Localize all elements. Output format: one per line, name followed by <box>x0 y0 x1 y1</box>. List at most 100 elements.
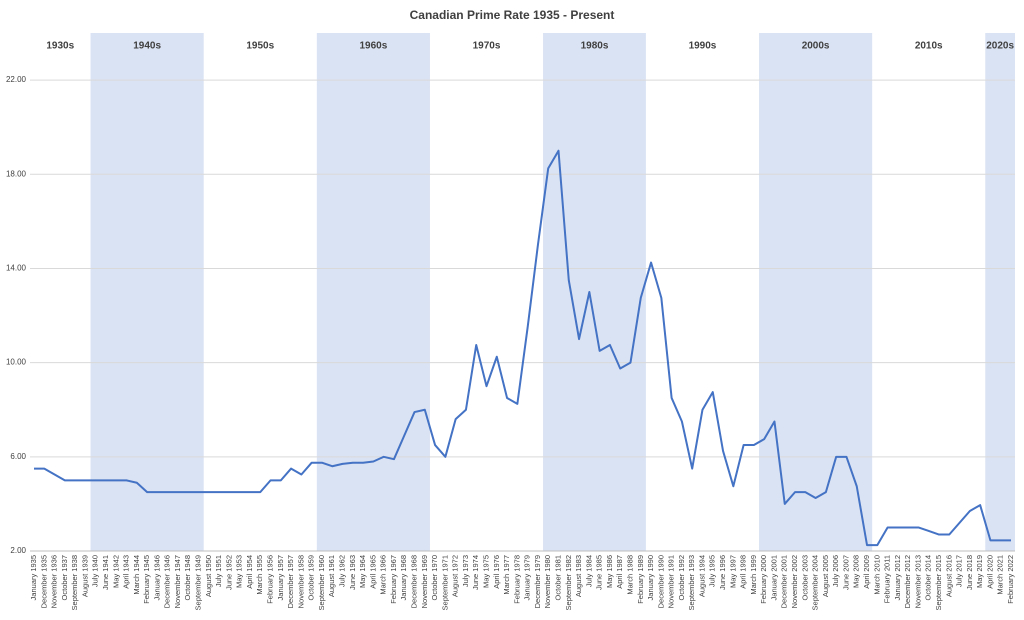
x-tick-label: September 1993 <box>687 555 696 610</box>
x-tick-label: March 2021 <box>996 555 1005 595</box>
x-tick-label: November 2002 <box>790 555 799 608</box>
x-tick-label: May 2008 <box>852 555 861 588</box>
x-tick-label: June 1974 <box>471 555 480 590</box>
x-tick-label: July 1940 <box>91 555 100 587</box>
x-tick-label: April 1987 <box>615 555 624 589</box>
x-tick-label: January 1990 <box>646 555 655 600</box>
decade-band <box>90 33 204 551</box>
x-tick-label: April 2009 <box>862 555 871 589</box>
x-tick-label: May 1942 <box>111 555 120 588</box>
y-tick-label: 10.00 <box>6 358 27 367</box>
x-tick-label: December 1979 <box>533 555 542 608</box>
x-tick-label: June 1952 <box>224 555 233 590</box>
x-tick-label: June 1941 <box>101 555 110 590</box>
x-tick-label: December 1946 <box>163 555 172 608</box>
x-tick-label: August 1994 <box>697 555 706 597</box>
x-tick-label: December 1957 <box>286 555 295 608</box>
x-tick-label: February 1978 <box>512 555 521 604</box>
x-tick-label: September 2004 <box>811 555 820 610</box>
x-tick-label: July 1984 <box>584 555 593 587</box>
x-tick-label: October 1970 <box>430 555 439 600</box>
x-tick-label: March 1988 <box>625 555 634 595</box>
decade-label: 1990s <box>689 41 717 52</box>
x-tick-label: August 1961 <box>327 555 336 597</box>
x-tick-label: April 1965 <box>368 555 377 589</box>
x-tick-label: January 1935 <box>29 555 38 600</box>
x-tick-label: September 2015 <box>934 555 943 610</box>
x-tick-label: November 1980 <box>543 555 552 608</box>
x-tick-label: July 1973 <box>461 555 470 587</box>
decade-label: 1930s <box>46 41 74 52</box>
x-tick-label: December 2001 <box>780 555 789 608</box>
x-tick-label: May 1964 <box>358 555 367 588</box>
x-tick-label: September 1982 <box>564 555 573 610</box>
x-tick-label: January 2012 <box>893 555 902 600</box>
x-tick-label: September 1960 <box>317 555 326 610</box>
decade-label: 1960s <box>359 41 387 52</box>
x-tick-label: October 1992 <box>677 555 686 600</box>
decade-label: 2000s <box>802 41 830 52</box>
x-tick-label: March 1966 <box>379 555 388 595</box>
x-tick-label: February 2000 <box>759 555 768 604</box>
x-tick-label: May 1975 <box>481 555 490 588</box>
x-tick-label: April 1943 <box>122 555 131 589</box>
x-tick-label: December 2012 <box>903 555 912 608</box>
x-tick-label: August 1972 <box>451 555 460 597</box>
x-tick-label: November 2013 <box>913 555 922 608</box>
x-tick-label: August 2005 <box>821 555 830 597</box>
x-tick-label: October 1948 <box>183 555 192 600</box>
decade-bands <box>90 33 1015 551</box>
x-tick-label: June 1963 <box>348 555 357 590</box>
x-tick-label: August 1939 <box>80 555 89 597</box>
x-tick-label: February 1956 <box>266 555 275 604</box>
x-tick-label: November 1958 <box>296 555 305 608</box>
decade-label: 2020s <box>986 41 1014 52</box>
x-tick-label: August 2016 <box>944 555 953 597</box>
x-tick-label: January 1946 <box>152 555 161 600</box>
x-tick-label: October 2003 <box>800 555 809 600</box>
x-tick-label: September 1971 <box>440 555 449 610</box>
x-tick-label: July 2006 <box>831 555 840 587</box>
decade-label: 2010s <box>915 41 943 52</box>
decade-label: 1980s <box>581 41 609 52</box>
x-tick-label: April 2020 <box>985 555 994 589</box>
decade-band <box>316 33 430 551</box>
x-tick-label: October 1937 <box>60 555 69 600</box>
x-tick-label: September 1949 <box>194 555 203 610</box>
x-tick-label: October 2014 <box>924 555 933 600</box>
decade-band <box>543 33 646 551</box>
x-tick-label: June 1996 <box>718 555 727 590</box>
x-tick-label: June 2007 <box>841 555 850 590</box>
x-tick-label: March 1944 <box>132 555 141 595</box>
x-tick-label: July 1951 <box>214 555 223 587</box>
x-tick-label: March 1977 <box>502 555 511 595</box>
rate-line <box>34 149 1011 547</box>
x-tick-label: February 1967 <box>389 555 398 604</box>
decade-band <box>759 33 873 551</box>
x-tick-label: January 1968 <box>399 555 408 600</box>
x-tick-label: November 1969 <box>420 555 429 608</box>
x-tick-label: March 1955 <box>255 555 264 595</box>
x-tick-label: October 1981 <box>553 555 562 600</box>
x-tick-label: March 1999 <box>749 555 758 595</box>
decade-label: 1940s <box>133 41 161 52</box>
x-tick-label: December 1968 <box>410 555 419 608</box>
decade-band <box>985 33 1015 551</box>
x-tick-label: February 2011 <box>883 555 892 603</box>
y-tick-label: 18.00 <box>6 169 27 178</box>
chart-title: Canadian Prime Rate 1935 - Present <box>410 8 615 22</box>
x-tick-label: July 1995 <box>708 555 717 587</box>
x-tick-label: April 1998 <box>739 555 748 589</box>
x-tick-label: August 1983 <box>574 555 583 597</box>
x-tick-label: April 1976 <box>492 555 501 589</box>
x-tick-label: June 2018 <box>965 555 974 590</box>
x-tick-label: September 1938 <box>70 555 79 610</box>
x-tick-label: November 1947 <box>173 555 182 608</box>
x-tick-label: February 1945 <box>142 555 151 604</box>
decade-label: 1970s <box>473 41 501 52</box>
y-tick-label: 6.00 <box>10 452 26 461</box>
x-tick-label: January 2001 <box>769 555 778 600</box>
x-tick-label: April 1954 <box>245 555 254 589</box>
x-tick-label: February 2022 <box>1006 555 1015 604</box>
